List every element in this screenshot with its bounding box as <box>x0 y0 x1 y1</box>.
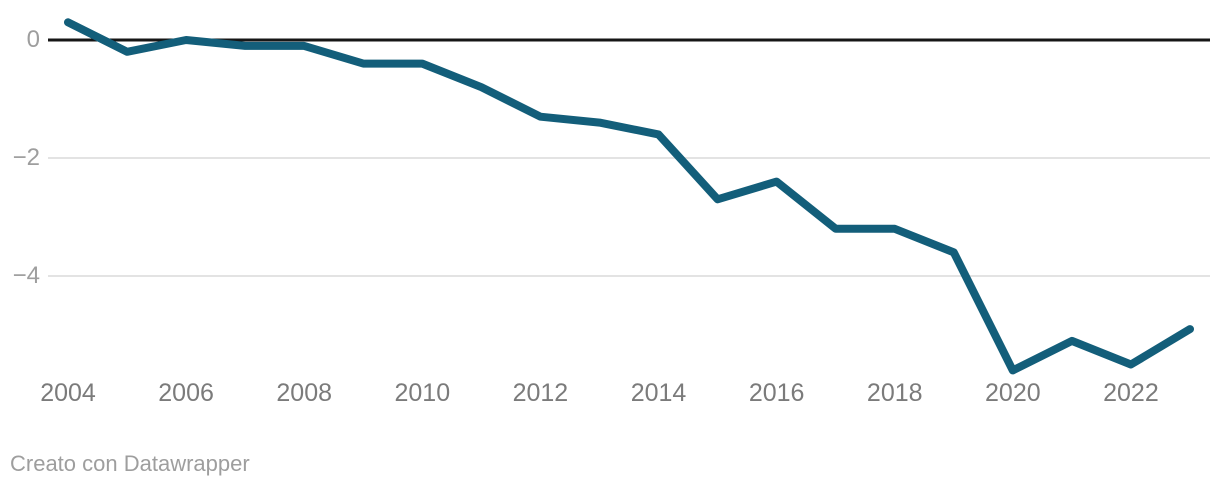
y-tick-label: −4 <box>12 262 40 289</box>
x-tick-label: 2008 <box>276 379 333 407</box>
line-chart: 0 −2 −4 2004 2006 2008 2010 2012 2014 2016 2018 202… <box>12 18 1210 407</box>
y-tick-label: −2 <box>12 144 40 171</box>
x-tick-label: 2010 <box>394 379 451 407</box>
x-tick-label: 2016 <box>748 379 805 407</box>
x-tick-label: 2004 <box>40 379 96 407</box>
x-tick-label: 2018 <box>866 379 923 407</box>
y-tick-label: 0 <box>26 26 40 53</box>
x-tick-label: 2022 <box>1103 379 1159 407</box>
x-tick-label: 2012 <box>512 379 569 407</box>
chart-canvas <box>48 18 1210 375</box>
data-line-series <box>64 18 1194 375</box>
chart-footer: Creato con Datawrapper <box>10 451 250 477</box>
x-tick-label: 2014 <box>630 379 687 407</box>
x-tick-label: 2006 <box>158 379 214 407</box>
datawrapper-attribution[interactable]: Creato con Datawrapper <box>10 451 250 476</box>
x-tick-label: 2020 <box>985 379 1041 407</box>
